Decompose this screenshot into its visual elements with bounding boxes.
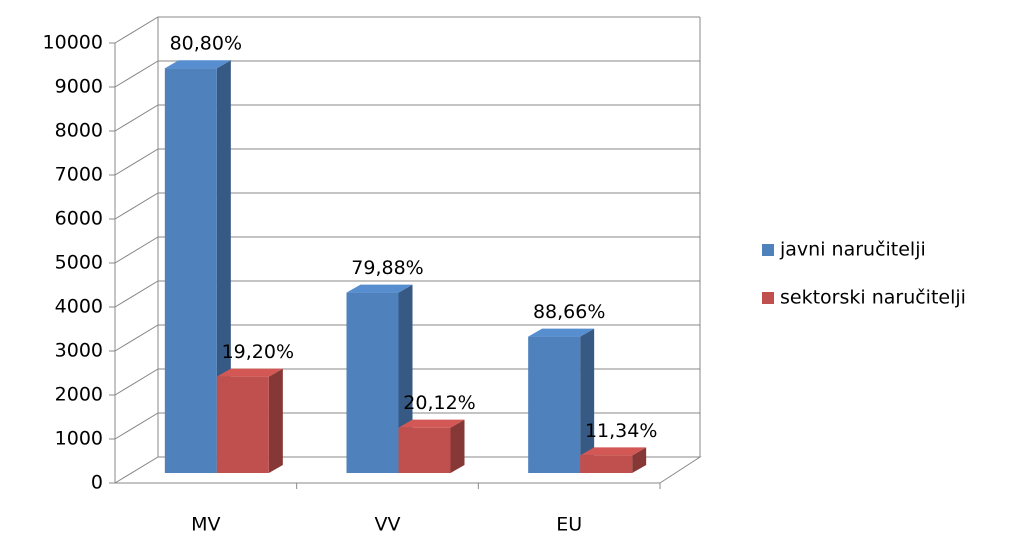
data-label: 79,88% bbox=[351, 257, 423, 279]
bar bbox=[398, 419, 465, 473]
y-tick-label: 3000 bbox=[55, 340, 103, 362]
legend-label: sektorski naručitelji bbox=[780, 287, 966, 309]
bar-front bbox=[528, 336, 581, 473]
y-tick-label: 9000 bbox=[55, 76, 103, 98]
bar-front bbox=[216, 376, 269, 473]
legend-swatch bbox=[762, 244, 774, 256]
data-label: 88,66% bbox=[533, 301, 605, 323]
bar-side bbox=[268, 368, 283, 473]
bar-side bbox=[216, 60, 231, 473]
bar bbox=[216, 368, 283, 473]
y-tick-label: 1000 bbox=[55, 428, 103, 450]
bar-top bbox=[580, 447, 647, 456]
x-tick-label: MV bbox=[191, 514, 220, 536]
legend-label: javni naručitelji bbox=[779, 239, 926, 261]
bar-top bbox=[528, 328, 595, 337]
legend-swatch bbox=[762, 292, 774, 304]
y-tick-label: 8000 bbox=[55, 120, 103, 142]
x-tick-label: EU bbox=[556, 514, 582, 536]
data-label: 20,12% bbox=[403, 392, 475, 414]
bar-top bbox=[164, 60, 231, 69]
x-tick-label: VV bbox=[375, 514, 401, 536]
data-label: 11,34% bbox=[585, 420, 657, 442]
y-tick-label: 2000 bbox=[55, 384, 103, 406]
bar-top bbox=[346, 284, 413, 293]
y-tick-label: 0 bbox=[91, 472, 103, 494]
bar-front bbox=[164, 68, 217, 473]
bar-side bbox=[632, 447, 647, 473]
y-tick-label: 10000 bbox=[43, 32, 103, 54]
bar bbox=[164, 60, 231, 473]
bar bbox=[528, 328, 595, 473]
data-label: 80,80% bbox=[170, 33, 242, 55]
bar-top bbox=[398, 419, 465, 428]
bar-front bbox=[580, 455, 633, 473]
bar-side bbox=[450, 419, 465, 473]
bar-front bbox=[398, 427, 451, 473]
bar-front bbox=[346, 292, 399, 473]
bar-top bbox=[216, 368, 283, 377]
bar bbox=[580, 447, 647, 473]
y-tick-label: 7000 bbox=[55, 164, 103, 186]
bar bbox=[346, 284, 413, 473]
y-tick-label: 4000 bbox=[55, 296, 103, 318]
bar-side bbox=[580, 328, 595, 473]
y-tick-label: 5000 bbox=[55, 252, 103, 274]
data-label: 19,20% bbox=[222, 341, 294, 363]
y-tick-label: 6000 bbox=[55, 208, 103, 230]
